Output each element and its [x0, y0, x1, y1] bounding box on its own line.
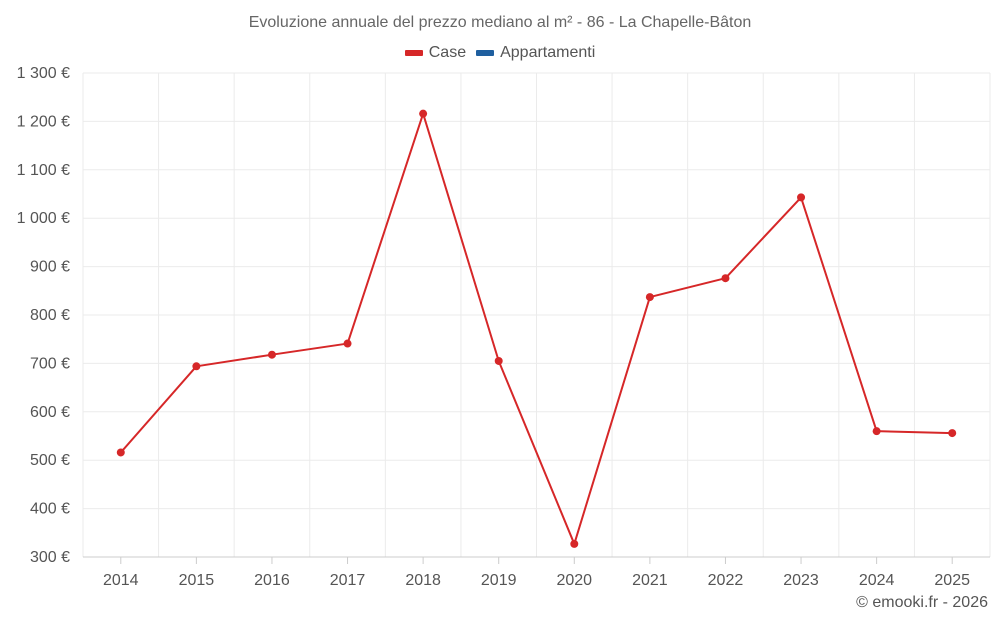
x-tick-label: 2025	[934, 572, 970, 589]
x-tick-label: 2023	[783, 572, 819, 589]
x-tick-label: 2018	[405, 572, 441, 589]
y-tick-label: 500 €	[30, 452, 70, 469]
data-point	[343, 339, 352, 348]
data-point	[192, 362, 201, 371]
axes	[83, 556, 990, 564]
legend-item-appartamenti[interactable]: Appartamenti	[476, 44, 595, 62]
data-point	[419, 109, 428, 118]
data-point	[494, 356, 503, 365]
data-point	[797, 193, 806, 202]
data-point	[645, 293, 654, 302]
y-tick-label: 300 €	[30, 549, 70, 566]
legend: Case Appartamenti	[0, 44, 1000, 62]
x-tick-label: 2024	[859, 572, 895, 589]
legend-label-appartamenti: Appartamenti	[500, 44, 596, 61]
y-tick-label: 700 €	[30, 355, 70, 372]
chart-title: Evoluzione annuale del prezzo mediano al…	[248, 14, 752, 31]
x-tick-label: 2015	[179, 572, 215, 589]
y-tick-label: 1 200 €	[17, 113, 70, 130]
y-tick-label: 1 000 €	[17, 210, 70, 227]
x-tick-label: 2020	[556, 572, 592, 589]
x-tick-label: 2022	[708, 572, 744, 589]
x-tick-label: 2014	[103, 572, 139, 589]
data-point	[267, 350, 276, 359]
legend-swatch-case	[404, 50, 423, 56]
x-tick-label: 2016	[254, 572, 290, 589]
legend-swatch-appartamenti	[476, 50, 495, 56]
y-tick-label: 1 300 €	[17, 65, 70, 82]
y-axis-labels: 300 € 400 € 500 € 600 € 700 € 800 € 900 € 1 000…	[17, 65, 70, 566]
data-point	[948, 429, 957, 438]
y-tick-label: 800 €	[30, 307, 70, 324]
x-tick-label: 2021	[632, 572, 668, 589]
y-tick-label: 600 €	[30, 404, 70, 421]
y-tick-label: 400 €	[30, 501, 70, 518]
x-tick-label: 2017	[330, 572, 366, 589]
data-point	[116, 448, 125, 457]
data-point	[570, 539, 579, 548]
x-tick-label: 2019	[481, 572, 517, 589]
y-tick-label: 1 100 €	[17, 162, 70, 179]
series-line-case	[120, 112, 953, 545]
credit-text: © emooki.fr - 2026	[856, 594, 988, 611]
data-point	[721, 274, 730, 283]
y-tick-label: 900 €	[30, 259, 70, 276]
series-layer	[116, 109, 957, 548]
legend-item-case[interactable]: Case	[404, 44, 467, 62]
legend-label-case: Case	[428, 44, 467, 61]
data-point	[872, 427, 881, 436]
grid-lines	[82, 72, 991, 557]
x-axis-labels: 2014 2015 2016 2017 2018 2019 2020 2021 2022 2023…	[103, 572, 970, 589]
